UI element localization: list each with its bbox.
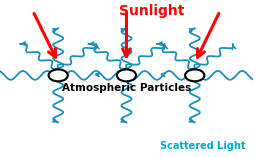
Circle shape <box>49 69 68 81</box>
Text: Scattered Light: Scattered Light <box>159 141 245 151</box>
Circle shape <box>185 69 204 81</box>
Circle shape <box>117 69 136 81</box>
Text: Atmospheric Particles: Atmospheric Particles <box>62 83 191 93</box>
Text: Sunlight: Sunlight <box>119 4 184 18</box>
